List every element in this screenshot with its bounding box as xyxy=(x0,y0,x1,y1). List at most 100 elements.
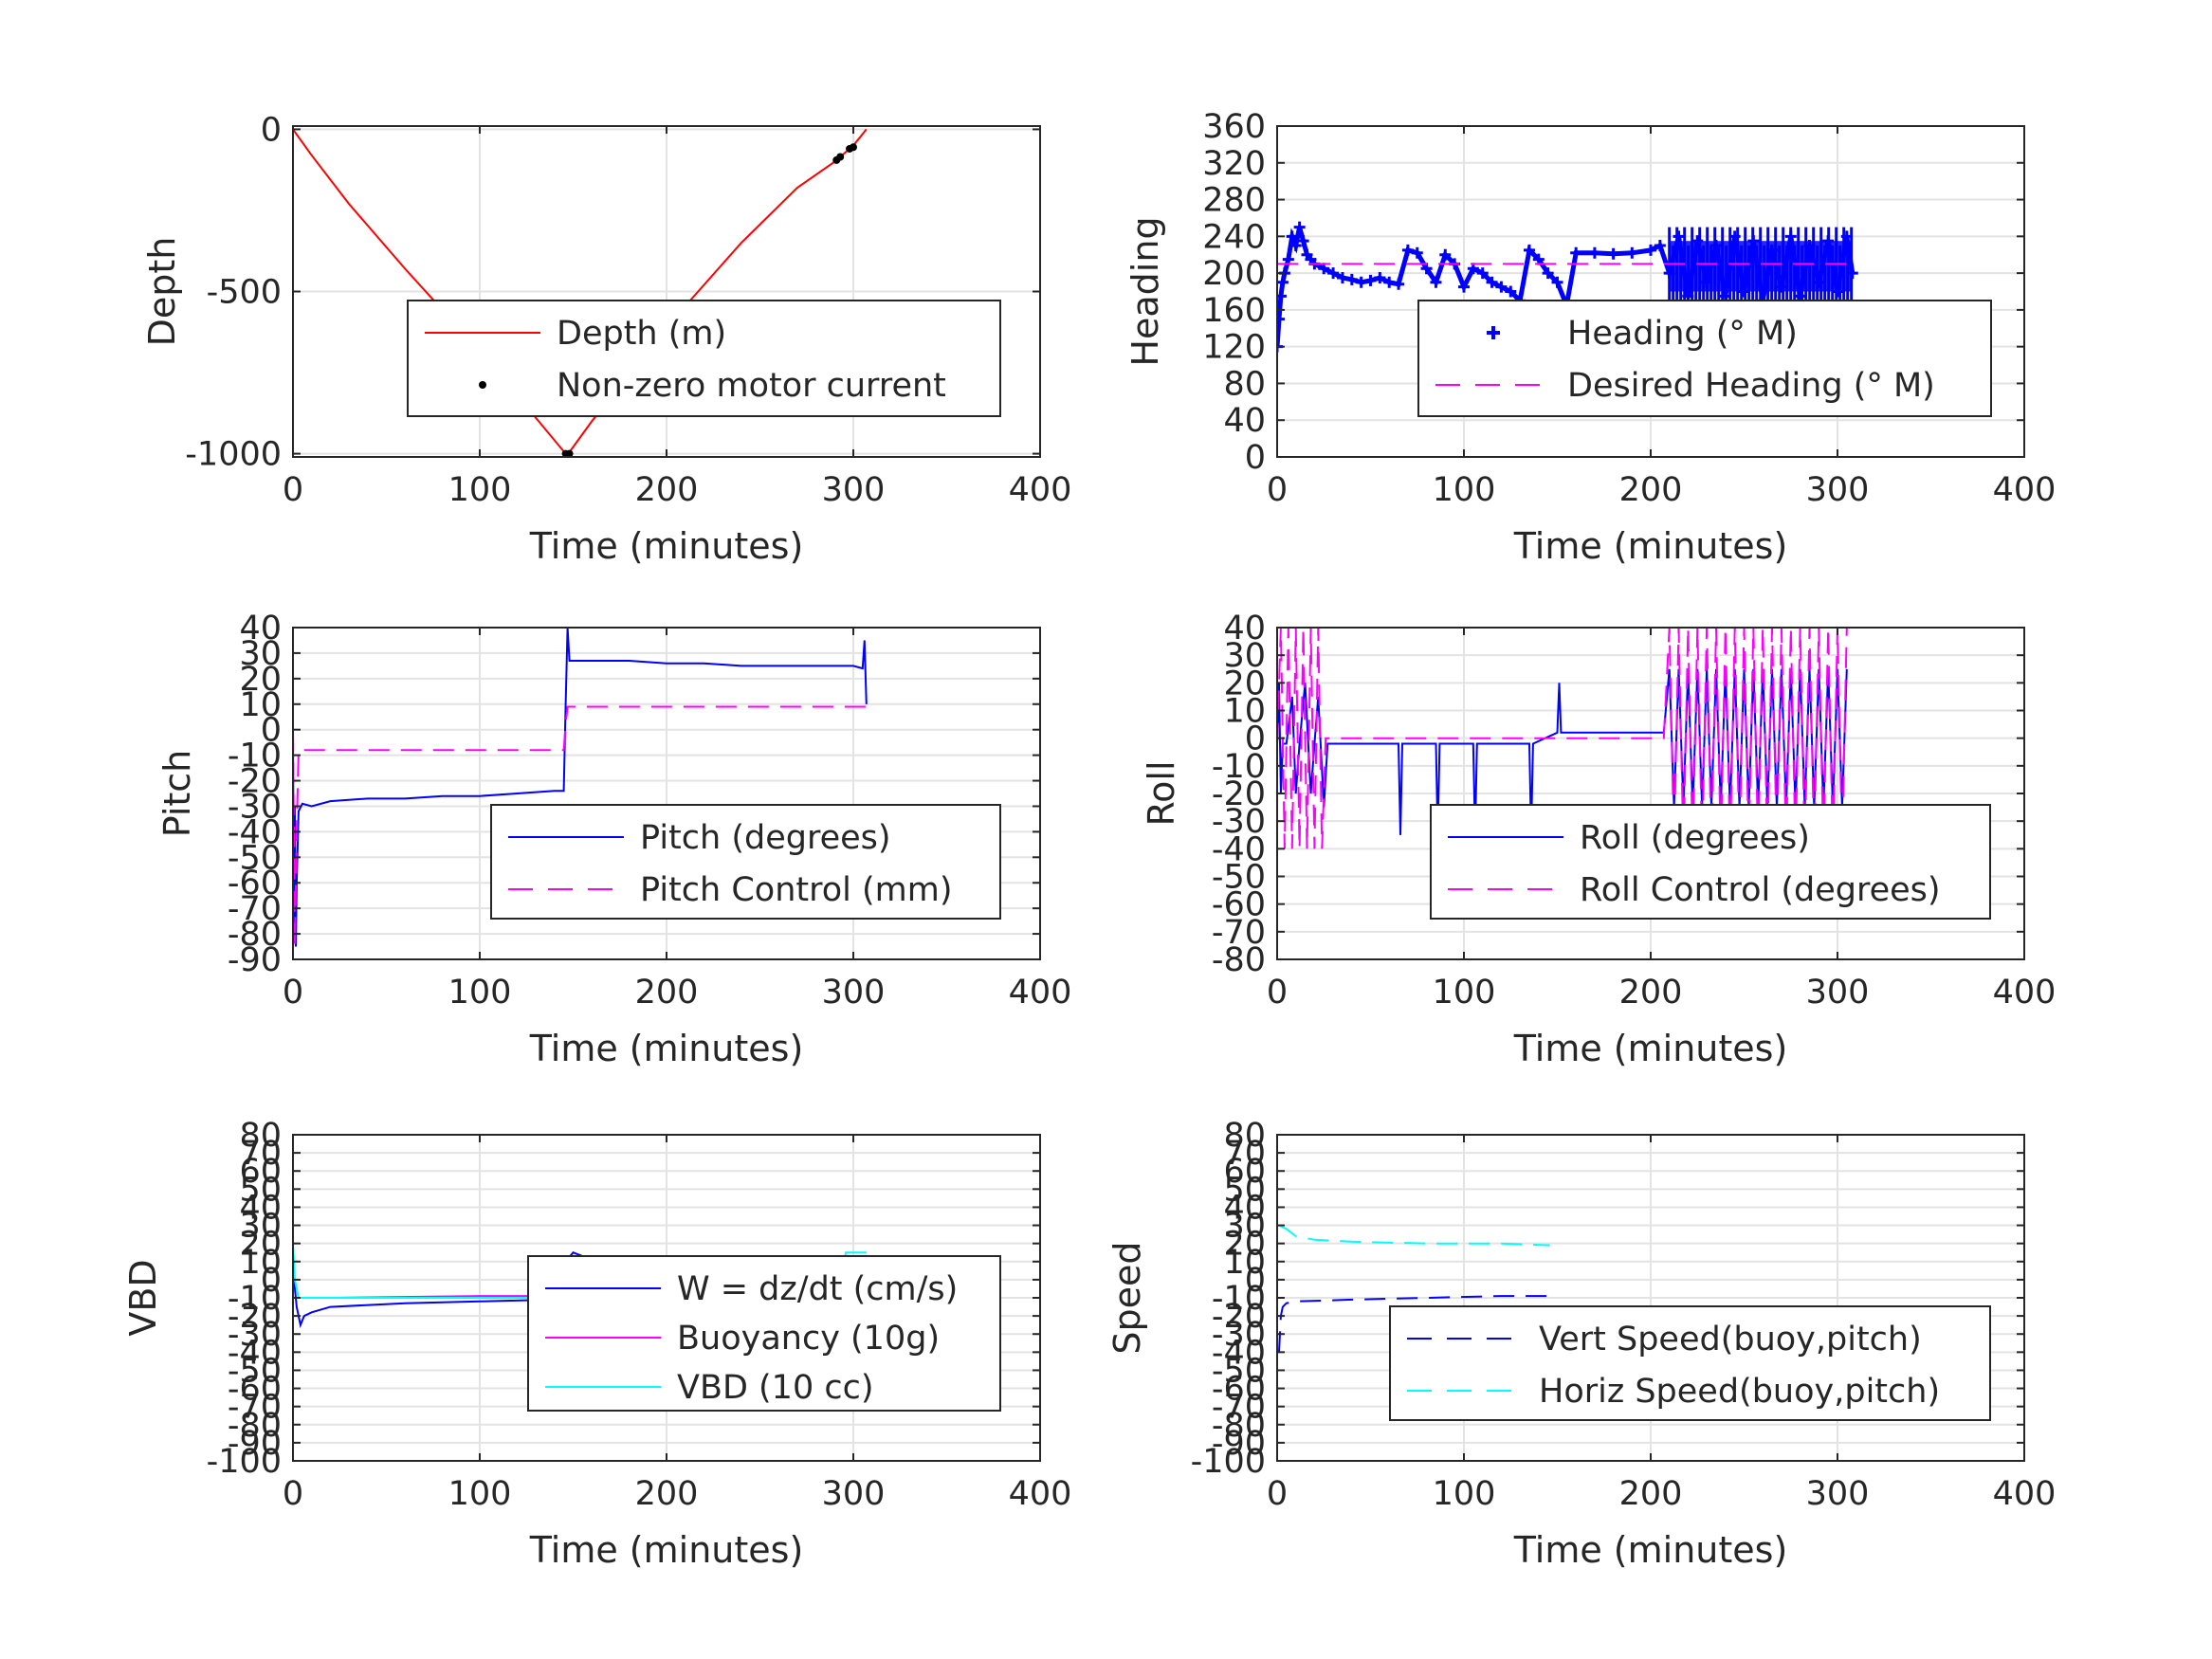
legend: W = dz/dt (cm/s) Buoyancy (10g) VBD (10 cc… xyxy=(527,1255,1001,1412)
x-tick-label: 0 xyxy=(283,1475,303,1513)
legend: Vert Speed(buoy,pitch) Horiz Speed(buoy,p… xyxy=(1389,1305,1991,1421)
series-pitch-degrees xyxy=(293,628,868,947)
heading-dense-core xyxy=(1669,241,1853,292)
legend: Depth (m) Non-zero motor current xyxy=(407,300,1001,417)
legend-swatch xyxy=(479,381,486,389)
heading-point xyxy=(1364,274,1377,286)
y-tick-label: 70 xyxy=(239,1135,282,1173)
y-tick-label: 10 xyxy=(239,686,282,724)
legend-box xyxy=(490,804,1001,920)
heading-point xyxy=(1430,276,1442,288)
x-axis-label: Time (minutes) xyxy=(1513,1529,1788,1571)
y-tick-label: -70 xyxy=(1212,1389,1266,1427)
legend-label: Pitch Control (mm) xyxy=(640,871,952,909)
y-tick-label: 10 xyxy=(1223,693,1266,731)
heading-point xyxy=(1654,240,1666,252)
y-tick-label: -60 xyxy=(1212,886,1266,924)
heading-point xyxy=(1626,246,1638,259)
y-tick-label: 0 xyxy=(261,111,282,149)
y-tick-label: -10 xyxy=(228,1280,282,1318)
x-tick-label: 400 xyxy=(1009,974,1072,1012)
y-tick-label: -20 xyxy=(1212,1298,1266,1336)
y-tick-label: 0 xyxy=(261,712,282,750)
legend-label: Horiz Speed(buoy,pitch) xyxy=(1539,1373,1940,1411)
y-tick-label: 40 xyxy=(1223,610,1266,647)
y-tick-label: 80 xyxy=(1223,1117,1266,1155)
y-tick-label: 240 xyxy=(1202,218,1266,256)
chart-roll: 0 100 200 300 400403020100-10-20-30-40-50-60… xyxy=(1141,610,2056,1069)
y-tick-label: -30 xyxy=(1212,803,1266,841)
y-tick-label: 120 xyxy=(1202,329,1266,367)
chart-heading: 0 100 200 300 40004080120160200240280320360T… xyxy=(1124,108,2056,567)
x-tick-label: 400 xyxy=(1009,471,1072,509)
legend: Roll (degrees) Roll Control (degrees) xyxy=(1430,804,1991,920)
y-tick-label: -60 xyxy=(228,1371,282,1409)
y-tick-label: 40 xyxy=(239,1189,282,1227)
y-tick-label: 20 xyxy=(1223,665,1266,702)
legend-label: VBD (10 cc) xyxy=(677,1369,874,1407)
x-tick-label: 200 xyxy=(1619,471,1683,509)
y-tick-label: 0 xyxy=(1245,1262,1266,1300)
y-tick-label: -50 xyxy=(228,839,282,877)
heading-point xyxy=(1277,290,1287,302)
y-tick-label: -90 xyxy=(228,1425,282,1463)
y-tick-label: -10 xyxy=(1212,748,1266,786)
heading-point xyxy=(1297,235,1309,247)
x-tick-label: 200 xyxy=(635,1475,699,1513)
legend-box xyxy=(1389,1305,1991,1421)
y-tick-label: -100 xyxy=(1191,1443,1266,1481)
x-tick-label: 100 xyxy=(1433,974,1496,1012)
legend-box xyxy=(1430,804,1991,920)
x-axis-label: Time (minutes) xyxy=(529,525,804,567)
y-tick-label: -40 xyxy=(1212,830,1266,868)
y-tick-label: 20 xyxy=(1223,1226,1266,1264)
heading-point xyxy=(1607,247,1619,260)
y-axis-label: Depth xyxy=(141,237,183,347)
y-tick-label: 80 xyxy=(239,1117,282,1155)
legend-label: Pitch (degrees) xyxy=(640,819,891,857)
legend-label: Roll Control (degrees) xyxy=(1580,871,1941,909)
legend-box xyxy=(527,1255,1001,1412)
series-roll-control-degrees xyxy=(1277,628,1848,849)
y-tick-label: -80 xyxy=(1212,941,1266,979)
heading-point xyxy=(1286,230,1298,243)
y-axis-label: Pitch xyxy=(156,750,198,838)
legend-box xyxy=(407,300,1001,417)
y-tick-label: -70 xyxy=(228,1389,282,1427)
heading-point xyxy=(1523,244,1535,256)
y-tick-label: 30 xyxy=(1223,1208,1266,1246)
x-tick-label: 0 xyxy=(1267,974,1288,1012)
heading-point xyxy=(1588,246,1600,259)
y-tick-label: 20 xyxy=(239,661,282,699)
x-tick-label: 200 xyxy=(635,471,699,509)
y-tick-label: 320 xyxy=(1202,145,1266,183)
y-tick-label: -50 xyxy=(1212,1352,1266,1390)
chart-vbd: 0 100 200 300 40080706050403020100-10-20-30-… xyxy=(122,1117,1071,1571)
y-tick-label: 40 xyxy=(1223,402,1266,440)
chart-depth: 0 100 200 300 400 0 -500 -1000 Time (minutes) Dep… xyxy=(141,111,1071,567)
heading-point xyxy=(1336,271,1348,283)
x-axis-label: Time (minutes) xyxy=(529,1529,804,1571)
x-axis-label: Time (minutes) xyxy=(1513,1028,1788,1069)
heading-point xyxy=(1486,276,1498,288)
motor-current-point xyxy=(850,143,857,152)
x-tick-label: 0 xyxy=(283,471,303,509)
y-tick-label: -10 xyxy=(228,738,282,775)
x-tick-label: 300 xyxy=(822,471,886,509)
y-tick-label: -80 xyxy=(228,916,282,954)
legend-swatch xyxy=(1487,326,1500,339)
y-tick-label: 40 xyxy=(1223,1189,1266,1227)
y-tick-label: 40 xyxy=(239,610,282,647)
y-tick-label: 30 xyxy=(239,1208,282,1246)
heading-point xyxy=(1383,276,1396,288)
x-tick-label: 100 xyxy=(1433,471,1496,509)
x-tick-label: 100 xyxy=(448,1475,512,1513)
y-tick-label: -20 xyxy=(228,763,282,801)
y-tick-label: 30 xyxy=(1223,637,1266,675)
x-axis-label: Time (minutes) xyxy=(529,1028,804,1069)
x-tick-label: 300 xyxy=(1806,471,1870,509)
legend: Pitch (degrees) Pitch Control (mm) xyxy=(490,804,1001,920)
heading-point xyxy=(1495,281,1508,293)
y-tick-label: 50 xyxy=(1223,1171,1266,1209)
heading-point xyxy=(1277,276,1289,288)
